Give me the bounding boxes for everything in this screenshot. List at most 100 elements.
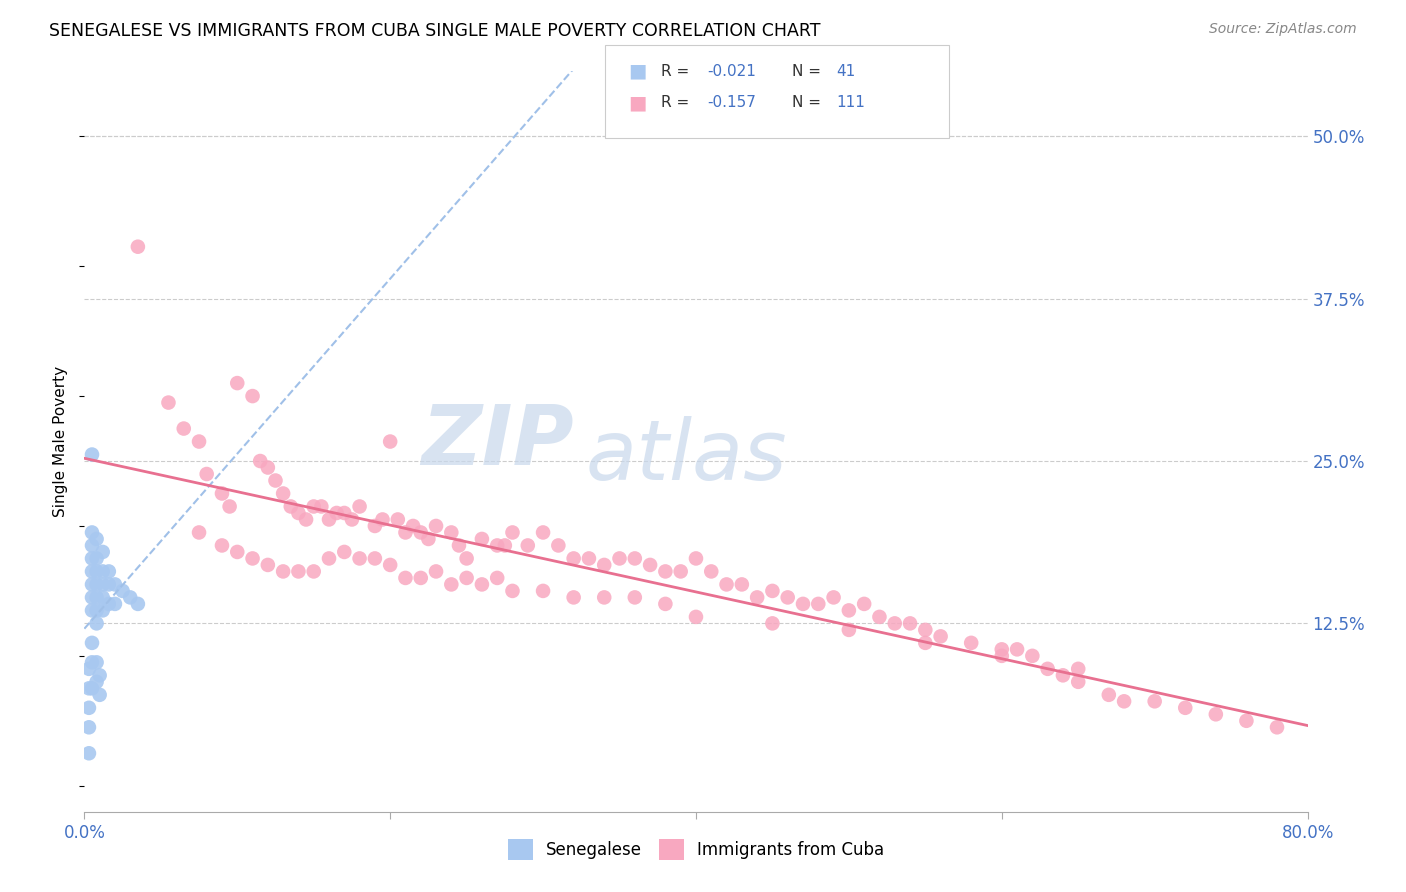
Point bbox=[486, 571, 509, 585]
Point bbox=[271, 565, 294, 579]
Point bbox=[502, 583, 524, 598]
Point bbox=[311, 500, 333, 514]
Point bbox=[502, 525, 524, 540]
Point bbox=[447, 538, 470, 552]
Point bbox=[91, 591, 114, 605]
Point bbox=[364, 519, 387, 533]
Point bbox=[104, 597, 127, 611]
Point bbox=[747, 591, 769, 605]
Point bbox=[1236, 714, 1258, 728]
Point bbox=[349, 500, 371, 514]
Point bbox=[111, 583, 134, 598]
Point bbox=[211, 538, 233, 552]
Point bbox=[700, 565, 723, 579]
Point bbox=[516, 538, 538, 552]
Point bbox=[97, 577, 120, 591]
Point bbox=[86, 616, 108, 631]
Point bbox=[77, 662, 100, 676]
Point bbox=[157, 395, 180, 409]
Point bbox=[86, 532, 108, 546]
Point bbox=[86, 656, 108, 670]
Point bbox=[1052, 668, 1074, 682]
Point bbox=[593, 591, 616, 605]
Point bbox=[249, 454, 271, 468]
Point bbox=[287, 565, 309, 579]
Point bbox=[86, 591, 108, 605]
Point bbox=[1098, 688, 1121, 702]
Point bbox=[295, 512, 318, 526]
Point bbox=[654, 597, 676, 611]
Point bbox=[195, 467, 218, 481]
Point bbox=[624, 591, 647, 605]
Point bbox=[471, 532, 494, 546]
Text: N =: N = bbox=[792, 95, 825, 110]
Text: 41: 41 bbox=[837, 64, 856, 78]
Point bbox=[380, 558, 402, 572]
Text: N =: N = bbox=[792, 64, 825, 78]
Point bbox=[380, 434, 402, 449]
Point bbox=[80, 591, 103, 605]
Point bbox=[578, 551, 600, 566]
Point bbox=[547, 538, 569, 552]
Point bbox=[91, 577, 114, 591]
Point bbox=[349, 551, 371, 566]
Point bbox=[960, 636, 983, 650]
Point bbox=[853, 597, 876, 611]
Point bbox=[409, 525, 432, 540]
Point bbox=[173, 421, 195, 435]
Point bbox=[257, 558, 280, 572]
Point bbox=[188, 434, 211, 449]
Point bbox=[1067, 662, 1090, 676]
Point bbox=[77, 746, 100, 760]
Point bbox=[494, 538, 516, 552]
Point bbox=[394, 525, 416, 540]
Point bbox=[80, 636, 103, 650]
Point bbox=[838, 623, 860, 637]
Point bbox=[402, 519, 425, 533]
Point bbox=[302, 500, 325, 514]
Point bbox=[218, 500, 240, 514]
Point bbox=[80, 448, 103, 462]
Point bbox=[333, 545, 356, 559]
Point bbox=[898, 616, 921, 631]
Point bbox=[77, 720, 100, 734]
Point bbox=[242, 551, 264, 566]
Point bbox=[325, 506, 347, 520]
Point bbox=[97, 565, 120, 579]
Point bbox=[685, 551, 707, 566]
Text: ■: ■ bbox=[628, 93, 647, 112]
Point bbox=[991, 642, 1014, 657]
Point bbox=[242, 389, 264, 403]
Point bbox=[471, 577, 494, 591]
Point bbox=[685, 610, 707, 624]
Text: SENEGALESE VS IMMIGRANTS FROM CUBA SINGLE MALE POVERTY CORRELATION CHART: SENEGALESE VS IMMIGRANTS FROM CUBA SINGL… bbox=[49, 22, 821, 40]
Point bbox=[127, 240, 149, 254]
Point bbox=[97, 597, 120, 611]
Point bbox=[86, 565, 108, 579]
Point bbox=[226, 545, 249, 559]
Point bbox=[624, 551, 647, 566]
Point bbox=[287, 506, 309, 520]
Point bbox=[716, 577, 738, 591]
Point bbox=[654, 565, 676, 579]
Point bbox=[80, 681, 103, 696]
Point bbox=[531, 583, 554, 598]
Point bbox=[1205, 707, 1227, 722]
Point bbox=[823, 591, 845, 605]
Point bbox=[91, 545, 114, 559]
Point bbox=[761, 616, 783, 631]
Point bbox=[425, 519, 447, 533]
Point bbox=[127, 597, 149, 611]
Text: Source: ZipAtlas.com: Source: ZipAtlas.com bbox=[1209, 22, 1357, 37]
Point bbox=[731, 577, 754, 591]
Point bbox=[80, 538, 103, 552]
Point bbox=[86, 577, 108, 591]
Point bbox=[593, 558, 616, 572]
Text: R =: R = bbox=[661, 64, 695, 78]
Point bbox=[792, 597, 814, 611]
Point bbox=[120, 591, 142, 605]
Point bbox=[333, 506, 356, 520]
Point bbox=[77, 701, 100, 715]
Text: 111: 111 bbox=[837, 95, 866, 110]
Point bbox=[562, 551, 585, 566]
